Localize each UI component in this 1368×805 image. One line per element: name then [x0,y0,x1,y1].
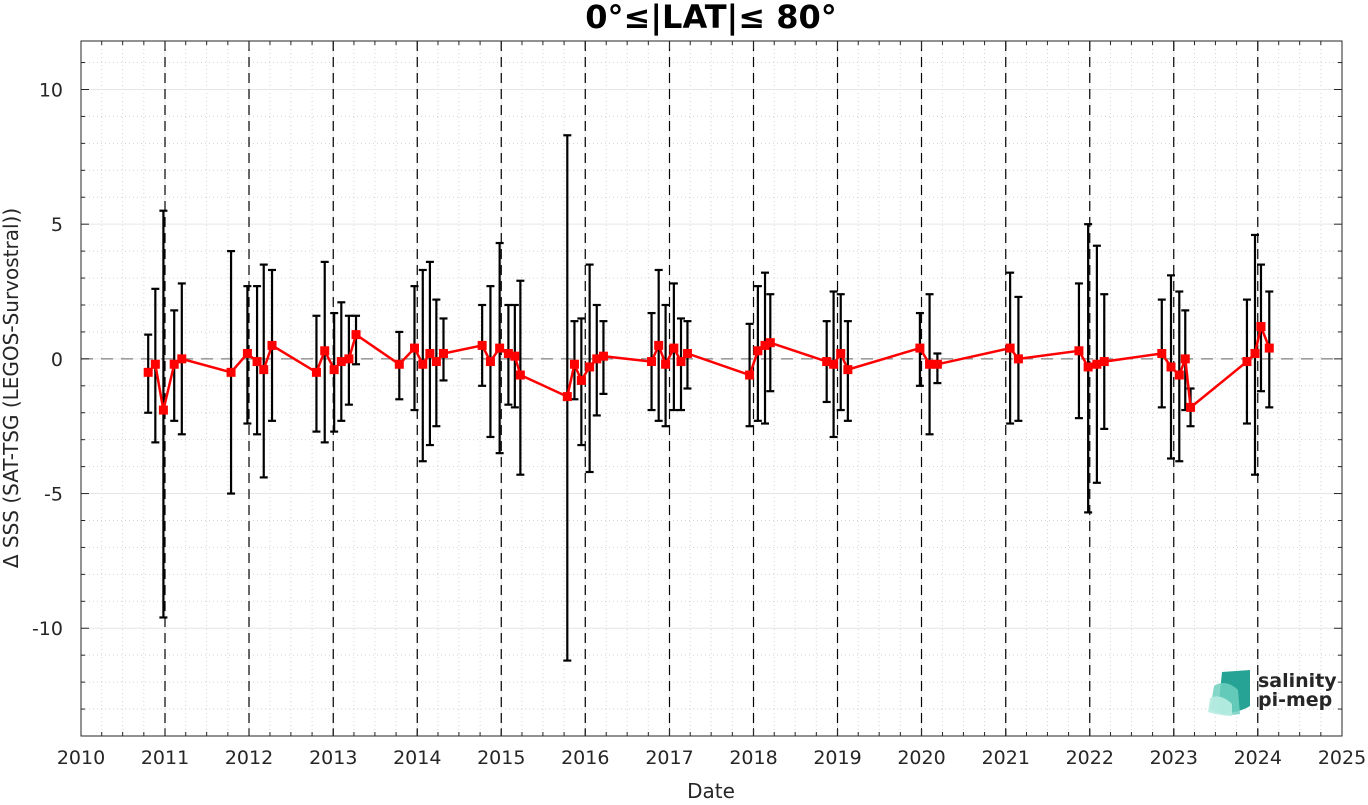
x-tick-label: 2024 [1234,747,1282,769]
data-point [1083,362,1093,372]
x-tick-labels: 2010 2011 2012 2013 2014 2015 2016 2017 2018 2019… [57,747,1366,769]
data-point [843,365,853,375]
data-point [1264,343,1274,353]
data-point [829,359,839,369]
x-tick-label: 2019 [813,747,861,769]
data-point [329,365,339,375]
data-point [344,354,354,364]
x-tick-label: 2021 [982,747,1030,769]
data-point [158,405,168,415]
x-tick-label: 2017 [645,747,693,769]
data-point [569,359,579,369]
data-point [1174,370,1184,380]
data-point [336,357,346,367]
y-tick-label: 5 [51,214,63,236]
data-point [143,367,153,377]
x-tick-label: 2015 [477,747,525,769]
data-point [1074,346,1084,356]
x-tick-label: 2013 [309,747,357,769]
data-point [418,359,428,369]
x-tick-label: 2018 [729,747,777,769]
data-point [669,343,679,353]
data-point [267,340,277,350]
data-point [485,357,495,367]
data-point [259,365,269,375]
data-point [682,348,692,358]
logo-text-line1: salinity [1258,670,1337,692]
data-point [1157,348,1167,358]
data-point [409,343,419,353]
salinity-pi-mep-logo: salinity pi-mep [1208,670,1337,716]
data-point [1242,357,1252,367]
data-point [351,330,361,340]
y-tick-label: -10 [32,618,63,640]
x-tick-label: 2012 [225,747,273,769]
x-tick-label: 2023 [1150,747,1198,769]
data-point [753,346,763,356]
data-point [150,359,160,369]
data-markers [143,322,1274,415]
y-axis-label: Δ SSS (SAT-TSG (LEGOS-Survostral)) [0,208,23,568]
data-point [1166,362,1176,372]
x-axis-label: Date [687,779,735,801]
logo-text-line2: pi-mep [1258,689,1332,711]
data-point [242,348,252,358]
data-point [510,351,520,361]
y-tick-label: -5 [44,484,63,506]
data-point [661,359,671,369]
data-point [932,359,942,369]
data-point [676,357,686,367]
data-point [169,359,179,369]
x-tick-label: 2014 [393,747,441,769]
data-point [915,343,925,353]
data-point [745,370,755,380]
data-point [394,359,404,369]
data-point [585,362,595,372]
data-point [495,343,505,353]
chart-title: 0°≤|LAT|≤ 80° [585,0,836,37]
wave-logo-icon [1208,670,1250,716]
data-point [252,357,262,367]
data-point [1092,359,1102,369]
x-tick-label: 2025 [1318,747,1366,769]
data-point [1005,343,1015,353]
data-point [515,370,525,380]
data-point [1013,354,1023,364]
data-point [438,348,448,358]
data-point [925,359,935,369]
data-point [1180,354,1190,364]
data-point [836,348,846,358]
data-point [562,392,572,402]
x-tick-label: 2011 [141,747,189,769]
data-point [647,357,657,367]
data-point [765,338,775,348]
year-marker-lines [164,41,1259,736]
data-point [425,348,435,358]
data-point [177,354,187,364]
data-point [654,340,664,350]
y-tick-label: 10 [39,79,63,101]
data-point [1099,357,1109,367]
data-point [1256,322,1266,332]
data-point [431,357,441,367]
data-point [477,340,487,350]
error-bar [352,314,361,366]
data-point [576,375,586,385]
data-point [598,351,608,361]
x-tick-label: 2016 [561,747,609,769]
x-tick-label: 2010 [57,747,105,769]
data-point [1250,348,1260,358]
y-tick-label: 0 [51,349,63,371]
data-point [1186,402,1196,412]
y-tick-labels: 10 5 0 -5 -10 [32,79,63,640]
data-point [320,346,330,356]
axes-frame [80,40,1343,737]
data-point [311,367,321,377]
data-point [226,367,236,377]
x-tick-label: 2020 [897,747,945,769]
x-tick-label: 2022 [1066,747,1114,769]
